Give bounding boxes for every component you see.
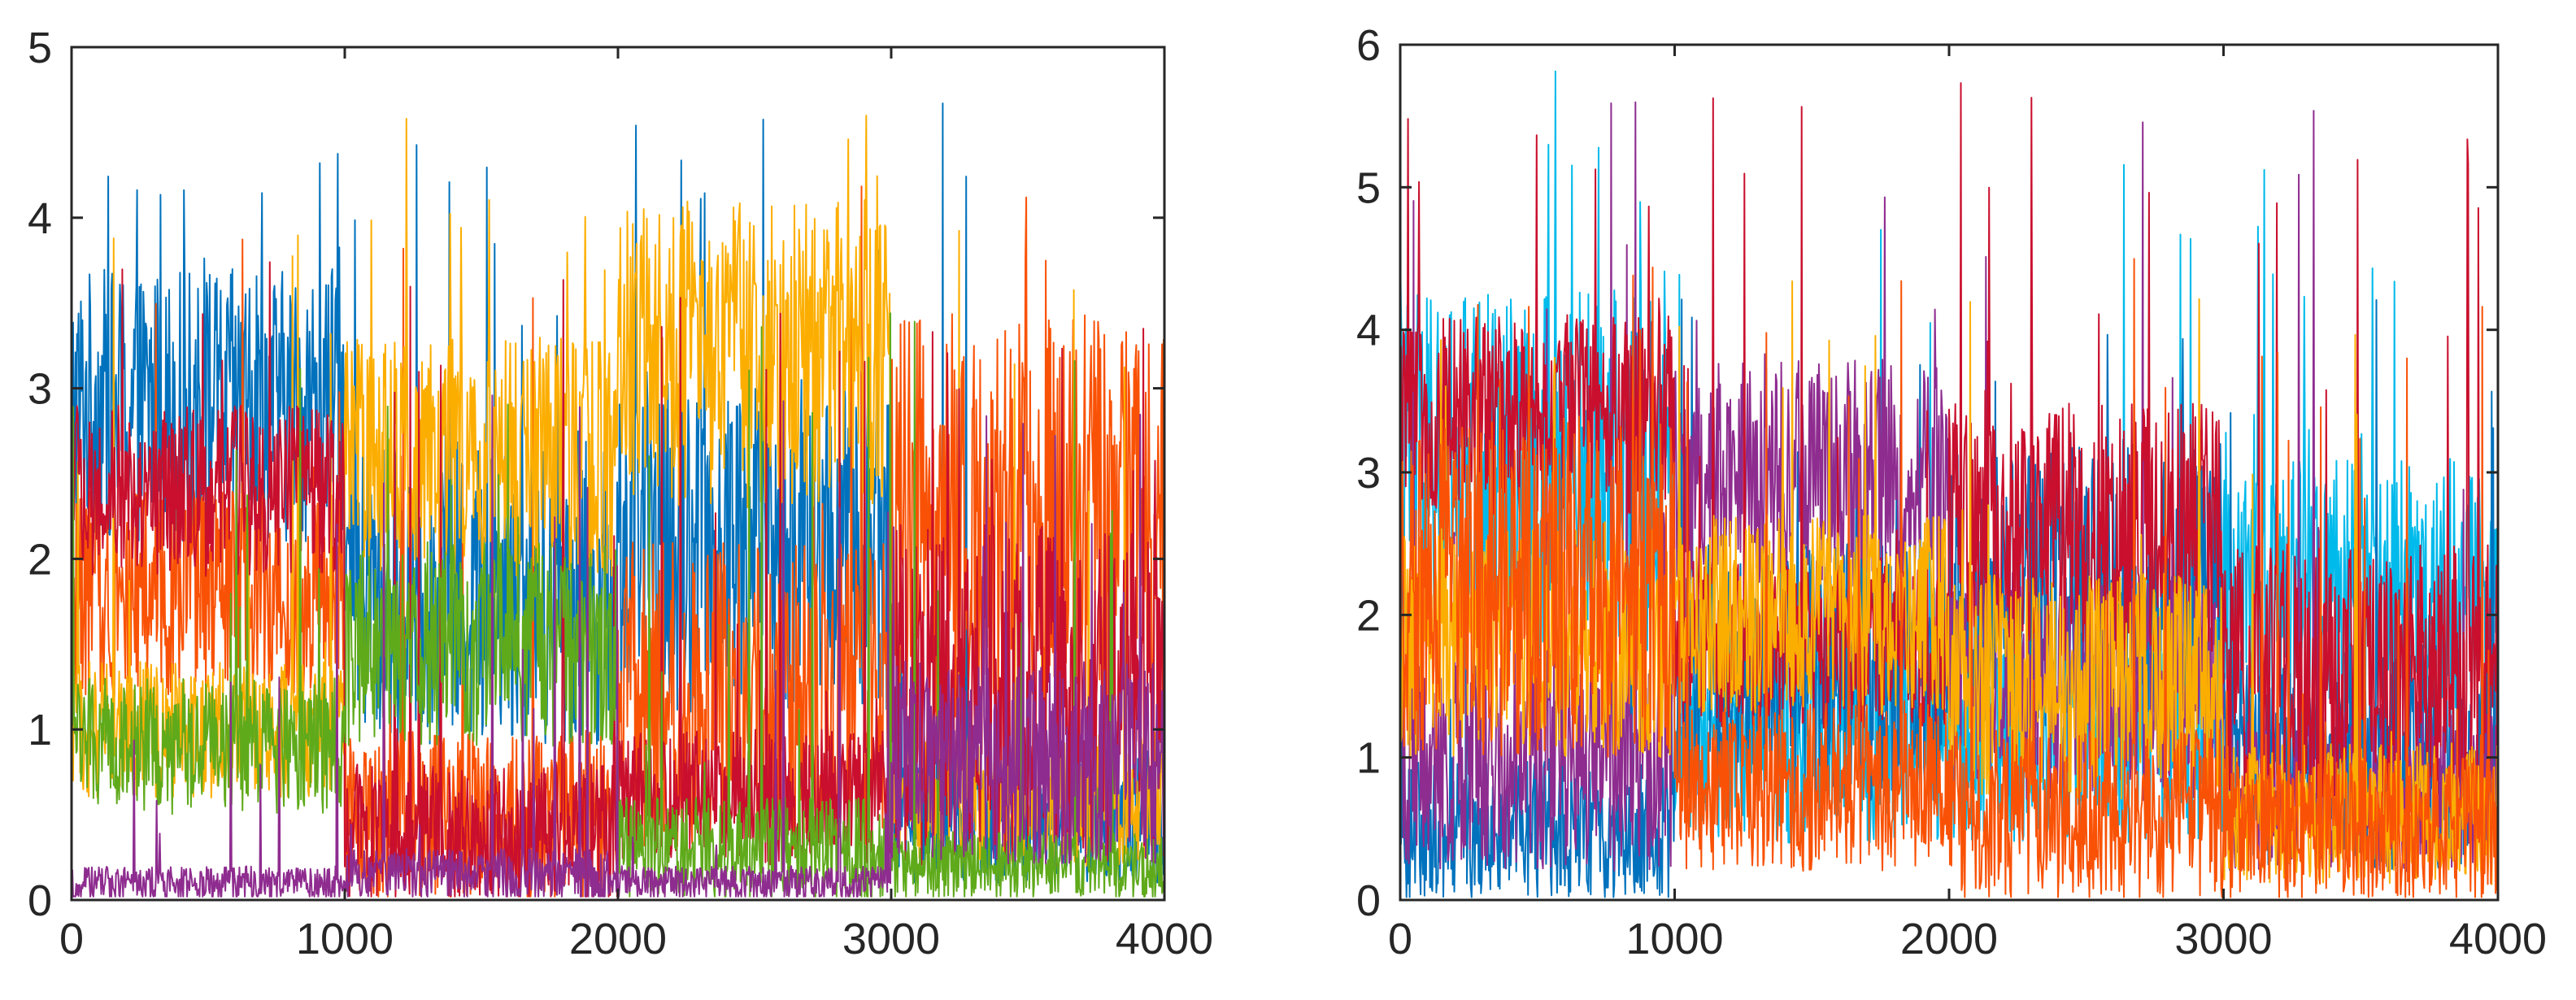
right-chart-panel: 0 1000 2000 3000 4000 0 1 2 3 4 5 6 [1356,21,2547,963]
y-tick-label: 2 [1356,591,1381,640]
y-tick-label: 1 [1356,734,1381,783]
y-tick-label: 0 [28,876,52,925]
x-tick-label: 1000 [296,915,394,963]
x-tick-label: 3000 [2174,915,2272,963]
y-tick-label: 5 [1356,163,1381,212]
y-tick-label: 6 [1356,21,1381,70]
x-tick-label: 4000 [1116,915,1213,963]
series-red-line [1400,82,2498,801]
y-tick-label: 4 [28,194,52,243]
y-tick-label: 1 [28,706,52,754]
left-chart-panel: 0 1000 2000 3000 4000 0 1 2 3 4 5 [28,24,1213,963]
plot-area [72,102,1164,898]
x-tick-label: 0 [1388,915,1412,963]
y-tick-label: 4 [1356,307,1381,355]
y-tick-label: 0 [1356,876,1381,925]
x-tick-label: 4000 [2449,915,2547,963]
x-tick-label: 0 [59,915,84,963]
plot-area [1400,70,2498,898]
series-orange-line [1400,258,2498,898]
x-tick-label: 2000 [1900,915,1998,963]
y-tick-label: 3 [28,365,52,414]
y-tick-label: 2 [28,535,52,584]
y-tick-label: 3 [1356,449,1381,498]
x-tick-label: 1000 [1625,915,1723,963]
x-tick-label: 3000 [842,915,940,963]
y-tick-label: 5 [28,24,52,72]
x-tick-label: 2000 [569,915,667,963]
